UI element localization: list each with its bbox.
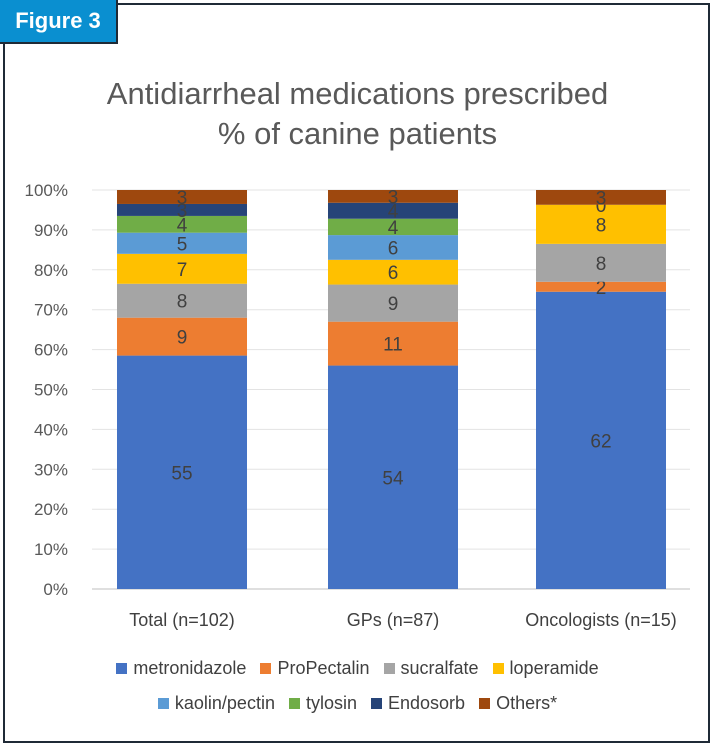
data-label: 3 [177,201,188,222]
data-label: 3 [596,188,607,209]
data-label: 8 [177,292,188,313]
bar-segment [536,291,666,589]
legend-swatch [288,698,300,709]
data-label: 11 [383,335,403,356]
legend-label: Endosorb [388,693,466,713]
legend-swatch [383,663,395,674]
y-tick-label: 40% [34,420,68,439]
data-label: 0 [596,196,607,217]
legend-item: ProPectalin [260,658,370,679]
data-label: 54 [382,468,404,489]
bar-segment [328,218,458,236]
data-label: 9 [388,294,399,315]
chart-title: Antidiarrheal medications prescribed % o… [0,74,715,154]
bar-segment [328,190,458,203]
legend-label: Others* [496,693,558,713]
x-tick-label: Total (n=102) [129,610,235,630]
legend-item: kaolin/pectin [157,693,275,714]
legend-label: ProPectalin [277,658,370,678]
bar-segment [328,202,458,219]
y-tick-label: 70% [34,301,68,320]
legend-label: sucralfate [400,658,479,678]
data-label: 55 [171,463,192,484]
legend-label: tylosin [305,693,357,713]
legend-row: kaolin/pectin tylosin Endosorb Others* [0,693,715,714]
y-tick-label: 50% [34,381,68,400]
data-label: 5 [177,234,188,255]
legend-label: kaolin/pectin [174,693,275,713]
bar-segment [117,253,247,284]
y-tick-label: 90% [34,221,68,240]
legend-item: Endosorb [371,693,465,714]
y-tick-label: 0% [43,580,68,599]
bar-segment [117,203,247,216]
y-tick-label: 30% [34,460,68,479]
y-tick-label: 20% [34,500,68,519]
y-tick-label: 100% [25,181,68,200]
legend-swatch [492,663,504,674]
legend-label: metronidazole [133,658,247,678]
bar-segment [328,235,458,260]
legend-swatch [116,663,128,674]
bar-segment [117,190,247,204]
x-tick-label: Oncologists (n=15) [525,610,677,630]
legend-item: tylosin [288,693,357,714]
bar-segment [536,204,666,244]
bar-segment [117,317,247,356]
bar-segment [117,355,247,589]
bar-segment [328,365,458,589]
bar-segment [117,215,247,233]
y-tick-label: 10% [34,540,68,559]
bar-segment [328,284,458,322]
legend-item: sucralfate [383,658,479,679]
figure-label: Figure 3 [0,0,118,44]
bar-segment [328,259,458,285]
data-label: 62 [590,431,611,452]
data-label: 8 [596,254,607,275]
bar-segment [117,283,247,318]
legend-swatch [479,698,491,709]
legend-item: loperamide [492,658,599,679]
legend-swatch [157,698,169,709]
bar-segment [536,243,666,282]
bar-segment [536,281,666,292]
bar-segment [536,190,666,205]
data-label: 3 [177,188,188,209]
data-label: 4 [388,218,399,239]
legend-swatch [371,698,382,709]
data-label: 2 [596,278,607,299]
data-label: 6 [388,263,399,284]
chart-title-line2: % of canine patients [217,116,498,151]
y-tick-label: 60% [34,341,68,360]
chart-title-line1: Antidiarrheal medications prescribed [106,76,609,111]
legend-item: metronidazole [116,658,246,679]
legend-row: metronidazole ProPectalin sucralfate lopera… [0,658,715,679]
data-label: 4 [388,202,399,223]
stacked-bar-chart: 0%10%20%30%40%50%60%70%80%90%100%5598754… [25,181,690,630]
data-label: 8 [596,215,607,236]
data-label: 9 [177,328,188,349]
bar-segment [328,321,458,366]
legend-item: Others* [479,693,557,714]
data-label: 7 [177,260,188,281]
bar-segment [117,232,247,254]
legend-label: loperamide [509,658,599,678]
legend: metronidazole ProPectalin sucralfate lopera… [0,658,715,714]
x-tick-label: GPs (n=87) [347,610,440,630]
legend-swatch [260,663,272,674]
y-tick-label: 80% [34,261,68,280]
data-label: 3 [388,187,399,208]
data-label: 6 [388,238,399,259]
data-label: 4 [177,215,188,236]
